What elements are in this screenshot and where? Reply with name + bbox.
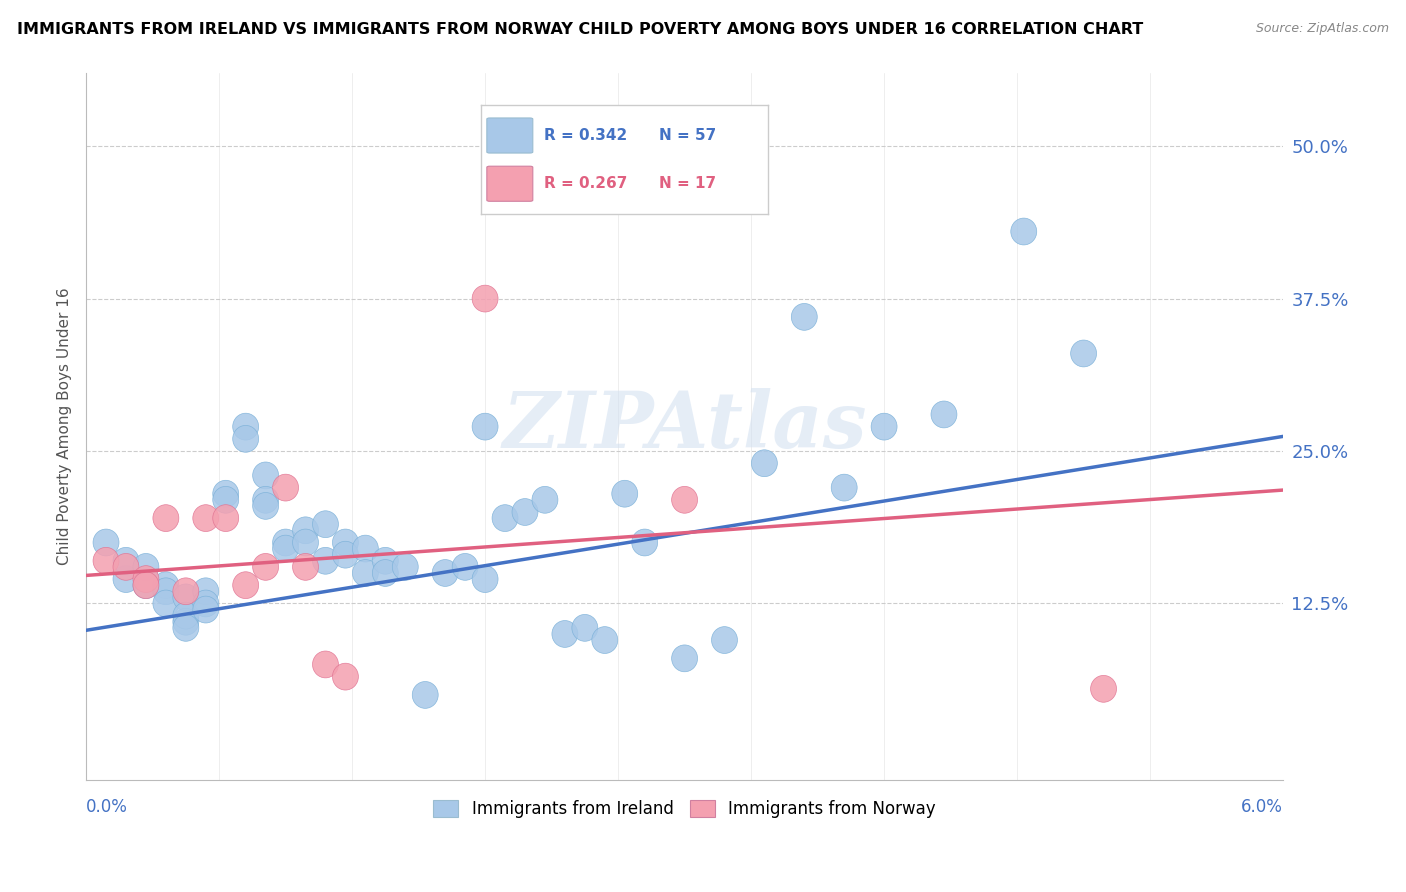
- Ellipse shape: [153, 572, 179, 599]
- Ellipse shape: [332, 541, 359, 568]
- Text: ZIPAtlas: ZIPAtlas: [502, 388, 868, 465]
- Ellipse shape: [153, 505, 179, 532]
- Ellipse shape: [273, 535, 298, 562]
- Ellipse shape: [492, 505, 517, 532]
- Ellipse shape: [173, 602, 198, 629]
- Ellipse shape: [93, 529, 120, 556]
- Ellipse shape: [212, 486, 239, 513]
- Ellipse shape: [312, 651, 339, 678]
- Ellipse shape: [292, 516, 319, 544]
- Ellipse shape: [1011, 219, 1036, 245]
- Ellipse shape: [672, 486, 697, 513]
- Ellipse shape: [134, 572, 159, 599]
- Ellipse shape: [193, 505, 219, 532]
- Ellipse shape: [253, 492, 278, 519]
- Ellipse shape: [173, 578, 198, 605]
- Ellipse shape: [373, 559, 398, 586]
- Ellipse shape: [253, 553, 278, 581]
- Ellipse shape: [472, 566, 498, 592]
- Ellipse shape: [112, 553, 139, 581]
- Ellipse shape: [472, 285, 498, 312]
- Ellipse shape: [631, 529, 658, 556]
- Ellipse shape: [273, 475, 298, 501]
- Ellipse shape: [572, 615, 598, 641]
- Ellipse shape: [1070, 340, 1097, 367]
- Ellipse shape: [212, 480, 239, 508]
- Ellipse shape: [931, 401, 957, 428]
- Ellipse shape: [432, 559, 458, 586]
- Ellipse shape: [233, 425, 259, 452]
- Ellipse shape: [472, 413, 498, 440]
- Ellipse shape: [1091, 675, 1116, 702]
- Ellipse shape: [312, 548, 339, 574]
- Ellipse shape: [412, 681, 439, 708]
- Ellipse shape: [872, 413, 897, 440]
- Y-axis label: Child Poverty Among Boys Under 16: Child Poverty Among Boys Under 16: [58, 288, 72, 566]
- Ellipse shape: [153, 590, 179, 617]
- Ellipse shape: [553, 621, 578, 648]
- Ellipse shape: [592, 627, 617, 654]
- Ellipse shape: [233, 572, 259, 599]
- Ellipse shape: [112, 548, 139, 574]
- Ellipse shape: [292, 553, 319, 581]
- Ellipse shape: [312, 511, 339, 538]
- Ellipse shape: [193, 596, 219, 623]
- Ellipse shape: [453, 553, 478, 581]
- Ellipse shape: [173, 608, 198, 635]
- Ellipse shape: [273, 529, 298, 556]
- Text: 6.0%: 6.0%: [1241, 798, 1284, 816]
- Ellipse shape: [173, 615, 198, 641]
- Ellipse shape: [153, 578, 179, 605]
- Ellipse shape: [93, 548, 120, 574]
- Ellipse shape: [612, 480, 638, 508]
- Ellipse shape: [512, 499, 538, 525]
- Ellipse shape: [332, 529, 359, 556]
- Ellipse shape: [373, 548, 398, 574]
- Text: IMMIGRANTS FROM IRELAND VS IMMIGRANTS FROM NORWAY CHILD POVERTY AMONG BOYS UNDER: IMMIGRANTS FROM IRELAND VS IMMIGRANTS FR…: [17, 22, 1143, 37]
- Ellipse shape: [112, 566, 139, 592]
- Ellipse shape: [193, 578, 219, 605]
- Ellipse shape: [193, 590, 219, 617]
- Ellipse shape: [134, 566, 159, 592]
- Ellipse shape: [173, 584, 198, 611]
- Ellipse shape: [134, 553, 159, 581]
- Ellipse shape: [531, 486, 558, 513]
- Ellipse shape: [134, 572, 159, 599]
- Ellipse shape: [332, 664, 359, 690]
- Legend: Immigrants from Ireland, Immigrants from Norway: Immigrants from Ireland, Immigrants from…: [426, 794, 942, 825]
- Ellipse shape: [792, 303, 817, 330]
- Ellipse shape: [392, 553, 418, 581]
- Ellipse shape: [831, 475, 858, 501]
- Ellipse shape: [253, 486, 278, 513]
- Ellipse shape: [292, 529, 319, 556]
- Text: Source: ZipAtlas.com: Source: ZipAtlas.com: [1256, 22, 1389, 36]
- Ellipse shape: [751, 450, 778, 476]
- Ellipse shape: [233, 413, 259, 440]
- Ellipse shape: [672, 645, 697, 672]
- Ellipse shape: [253, 462, 278, 489]
- Ellipse shape: [212, 505, 239, 532]
- Text: 0.0%: 0.0%: [86, 798, 128, 816]
- Ellipse shape: [353, 535, 378, 562]
- Ellipse shape: [353, 559, 378, 586]
- Ellipse shape: [711, 627, 738, 654]
